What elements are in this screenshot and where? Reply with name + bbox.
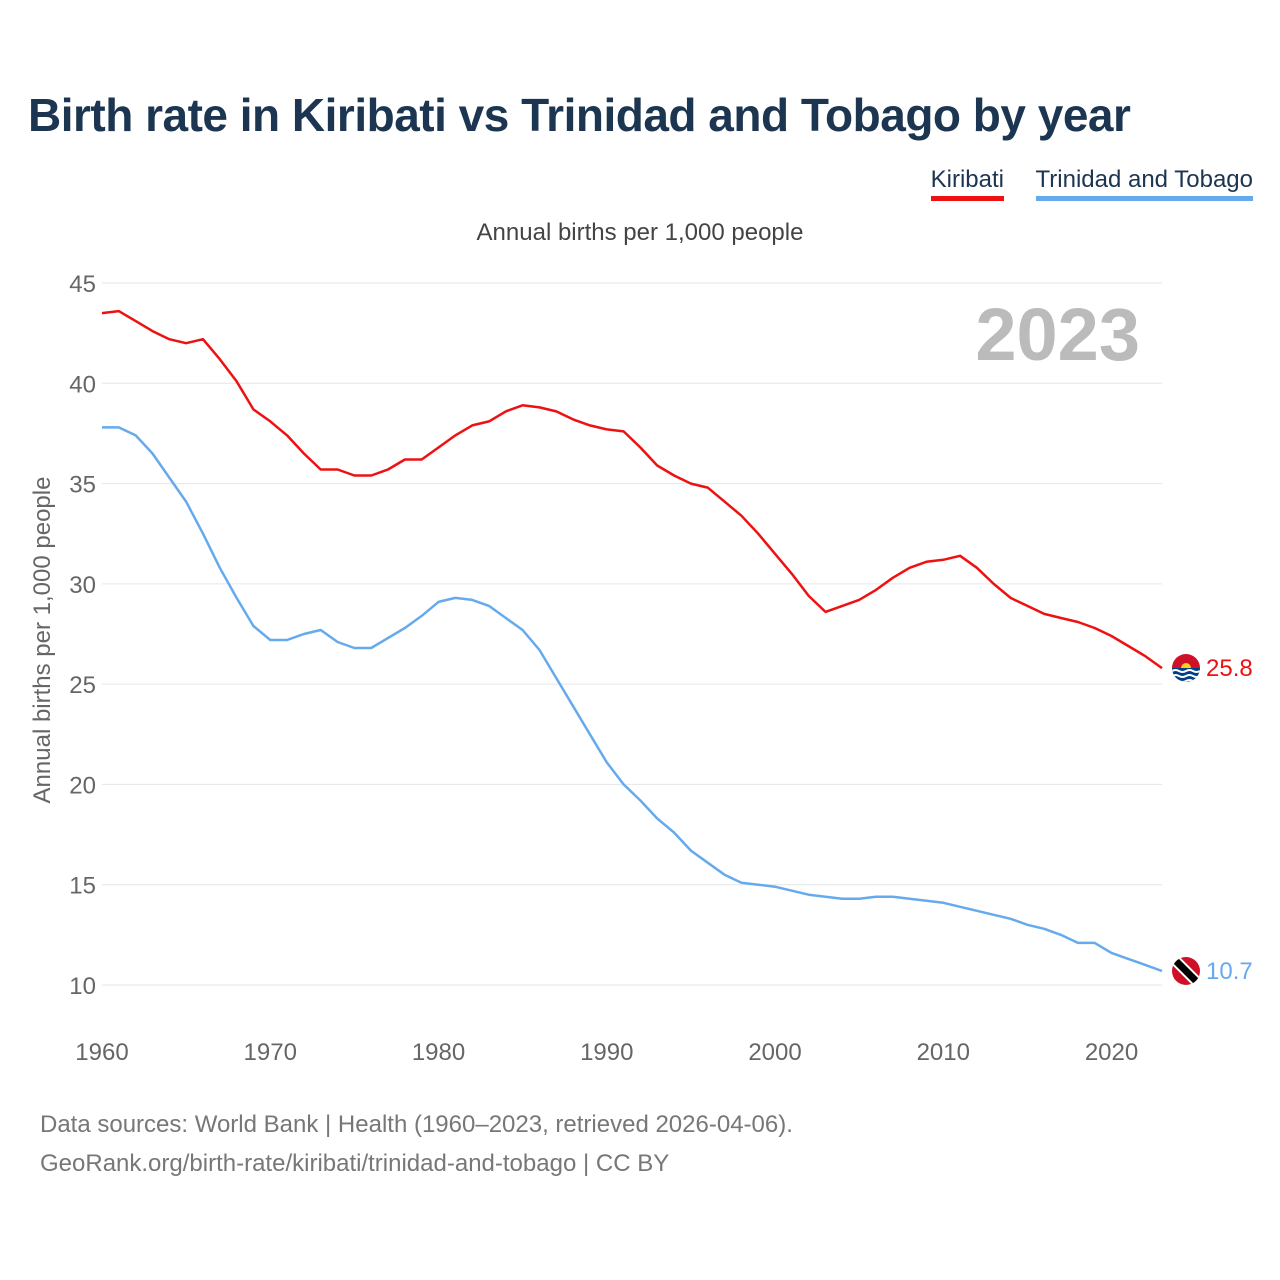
series-line-trinidad-and-tobago [102,426,1163,973]
end-label-trinidad-and-tobago: 10.7 [1206,958,1253,985]
x-axis: 1960 1970 1980 1990 2000 2010 2020 [75,1039,1138,1066]
y-axis-label: Annual births per 1,000 people [29,477,56,804]
y-tick-label: 40 [69,371,96,398]
legend-item-kiribati[interactable]: Kiribati [930,166,1004,201]
grid [102,282,1162,986]
x-tick-label: 2010 [917,1039,970,1066]
source-url: GeoRank.org/birth-rate/kiribati/trinidad… [40,1150,670,1177]
line-chart: Annual births per 1,000 people 2023 10 15… [29,219,1253,1066]
x-tick-label: 1990 [580,1039,633,1066]
y-tick-label: 25 [69,672,96,699]
footer: Data sources: World Bank | Health (1960–… [40,1105,793,1183]
x-tick-label: 1960 [75,1039,128,1066]
series: 25.8 10.7 [101,309,1253,985]
chart-subtitle: Annual births per 1,000 people [477,219,804,246]
y-tick-label: 30 [69,572,96,599]
y-tick-label: 15 [69,873,96,900]
y-tick-label: 10 [69,973,96,1000]
legend-item-trinidad-and-tobago[interactable]: Trinidad and Tobago [1035,166,1253,201]
chart-title: Birth rate in Kiribati vs Trinidad and T… [28,89,1131,141]
x-tick-label: 2000 [748,1039,801,1066]
y-tick-label: 20 [69,772,96,799]
end-label-kiribati: 25.8 [1206,655,1253,682]
y-axis: 10 15 20 25 30 35 40 45 [69,271,96,1000]
series-line-kiribati [101,309,1163,670]
y-tick-label: 35 [69,472,96,499]
kiribati-flag-icon [1172,654,1200,682]
x-tick-label: 1970 [244,1039,297,1066]
y-tick-label: 45 [69,271,96,298]
trinidad-and-tobago-flag-icon [1172,957,1200,985]
x-tick-label: 2020 [1085,1039,1138,1066]
source-note: Data sources: World Bank | Health (1960–… [40,1111,793,1138]
year-watermark: 2023 [975,293,1140,376]
x-tick-label: 1980 [412,1039,465,1066]
